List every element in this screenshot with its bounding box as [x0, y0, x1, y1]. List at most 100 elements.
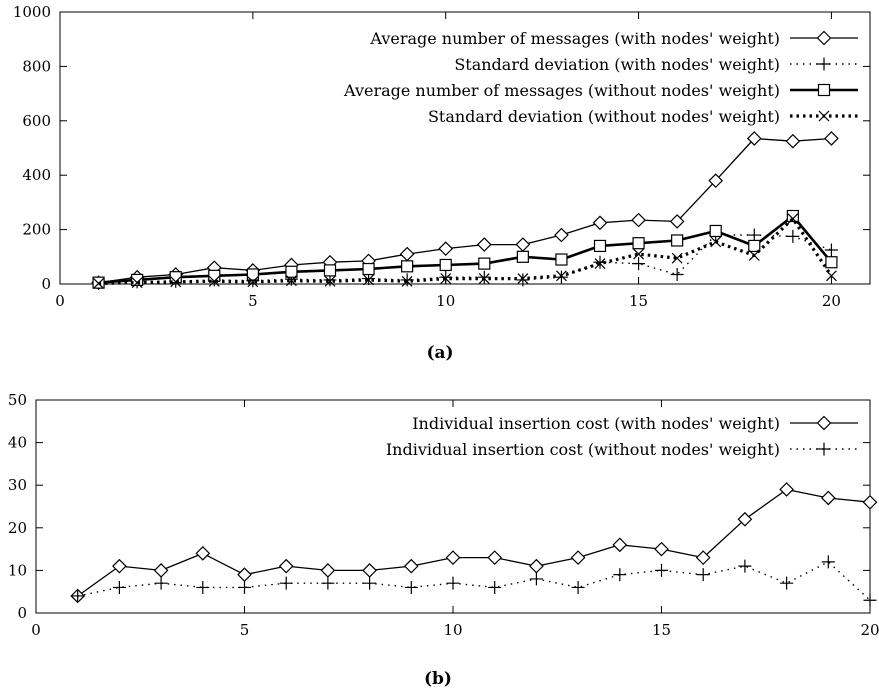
chart-a-series-2-point-5	[285, 265, 298, 278]
chart-a-caption: (a)	[426, 343, 453, 363]
chart-b-legend-marker-0-shape	[816, 415, 832, 431]
chart-a-series-2-point-3-shape	[208, 269, 221, 282]
chart-b-series-0-point-12	[570, 550, 586, 565]
chart-b-series-0-point-7	[362, 563, 377, 578]
chart-a-series-0-point-14	[631, 212, 646, 228]
chart-a-series-2-point-4	[246, 268, 259, 281]
chart-a-series-3-point-9-shape	[440, 273, 452, 284]
chart-a-series-3-point-10	[478, 273, 490, 284]
chart-b-series-1-point-5-shape	[279, 576, 293, 590]
chart-a-series-1-point-15-shape	[670, 267, 684, 281]
chart-b-series-1-point-18	[821, 555, 835, 569]
chart-a-series-0-point-18	[785, 133, 801, 149]
chart-a-series-2-point-17	[748, 239, 761, 253]
chart-b-series-1-point-11	[529, 572, 543, 586]
chart-a-series-0-point-9-shape	[438, 241, 454, 256]
chart-a-series-0-point-17	[746, 131, 762, 146]
chart-a-series-2-point-2	[169, 271, 182, 284]
chart-a-series-2-point-4-shape	[246, 268, 259, 281]
chart-a-series-2-point-16-shape	[709, 224, 722, 238]
chart-b-ytick-label-4: 40	[8, 434, 27, 452]
chart-b-series-0-point-14	[654, 541, 669, 557]
chart-a-ytick-label-2: 400	[22, 166, 51, 184]
chart-b-legend-marker-1	[817, 442, 831, 456]
chart-b-series-1-point-4-shape	[238, 580, 251, 594]
chart-a-series-2-point-10	[478, 257, 491, 270]
chart-a-series-3-point-4-shape	[247, 276, 259, 288]
chart-b-xtick-label-1: 5	[240, 621, 250, 639]
chart-b-series-0-point-4-shape	[237, 567, 252, 583]
chart-b-series-1-point-2	[154, 576, 168, 590]
chart-b-series-0-point-15	[695, 550, 711, 565]
chart-a-series-3-point-7	[363, 274, 374, 286]
chart-a-series-0-point-16	[708, 173, 724, 188]
chart-a-series-0-point-10	[476, 237, 492, 252]
chart-b-series-0-point-16	[737, 511, 753, 527]
chart-a-series-3-point-1-shape	[131, 277, 143, 289]
chart-a-series-0-point-8	[399, 246, 415, 262]
chart-b-series-0-point-2-shape	[153, 563, 169, 578]
chart-b-legend-marker-0	[816, 415, 832, 431]
chart-a-series-2-point-2-shape	[169, 271, 182, 284]
chart-a-xtick-label-2: 10	[436, 292, 455, 310]
chart-b-xtick-label-4: 20	[860, 621, 879, 639]
chart-b-series-0-point-2	[153, 563, 169, 578]
chart-a-series-2-point-19	[825, 256, 838, 269]
chart-a-legend-marker-3	[818, 110, 830, 122]
chart-b-series	[70, 482, 878, 607]
chart-b-series-0-point-4	[237, 567, 252, 583]
chart-a-series-0-point-11	[515, 237, 531, 252]
chart-a-series-0-point-12	[554, 227, 569, 243]
chart-a-series-2-point-9	[439, 258, 452, 272]
chart-b-series-1-point-1	[112, 580, 126, 594]
chart-a-series-2-point-14	[632, 237, 645, 250]
chart-b-series-1-line	[77, 561, 871, 601]
chart-a-legend-label-3: Standard deviation (without nodes' weigh…	[428, 107, 780, 126]
chart-a-series-0-point-15-shape	[669, 214, 685, 229]
chart-a-series-2-point-9-shape	[439, 258, 452, 272]
chart-b-series-1-point-6	[321, 576, 335, 590]
chart-a-series-2-point-13	[593, 239, 607, 253]
chart-a-ytick-label-0: 0	[41, 275, 51, 293]
chart-b-series-1-point-4	[238, 580, 251, 594]
chart-a-series-1-point-18	[786, 229, 800, 243]
chart-a-series-0-point-19	[824, 131, 839, 146]
chart-b-series-1-point-7-shape	[363, 576, 377, 590]
chart-a-series-2-point-8	[401, 260, 414, 273]
chart-b-series-0-point-5-shape	[278, 558, 294, 574]
chart-a-series-3-point-17-shape	[748, 250, 760, 261]
chart-a-series-3-point-8	[401, 275, 413, 287]
chart-b-series-0-point-6	[320, 563, 336, 578]
chart-b-legend-label-1: Individual insertion cost (without nodes…	[386, 440, 780, 459]
chart-b-series-1-point-12-shape	[571, 580, 585, 594]
chart-a-series-0-point-13-shape	[592, 215, 608, 231]
chart-a-legend-marker-3-shape	[818, 110, 830, 122]
chart-b-series-0-point-17	[779, 482, 794, 497]
chart-a-series-1-point-14	[632, 257, 646, 271]
chart-b-series-1-point-14	[655, 563, 668, 577]
chart-a-legend-entry-1: Standard deviation (with nodes' weight)	[454, 55, 858, 74]
chart-b-series-0-point-19	[862, 494, 878, 510]
chart-a-series-3-point-2	[170, 276, 182, 288]
chart-a-series-0-point-14-shape	[631, 212, 646, 228]
chart-b-series-1-point-13	[613, 568, 627, 582]
chart-a-ytick-label-1: 200	[22, 221, 51, 239]
chart-b-legend: Individual insertion cost (with nodes' w…	[386, 414, 858, 459]
chart-a-series-0-point-19-shape	[824, 131, 839, 146]
chart-a-series-3-point-19	[826, 270, 837, 282]
chart-b-series-0-point-13-shape	[612, 537, 628, 553]
chart-b-series-0-point-19-shape	[862, 494, 878, 510]
chart-a-series-3-point-6-shape	[324, 275, 336, 287]
chart-b-series-0-point-1	[112, 558, 127, 574]
chart-b-series-0-point-7-shape	[362, 563, 377, 578]
chart-b-series-0-point-5	[278, 558, 294, 574]
chart-a-series-1-point-15	[670, 267, 684, 281]
chart-a-legend: Average number of messages (with nodes' …	[343, 29, 858, 126]
chart-b-series-1-point-15-shape	[696, 568, 710, 582]
chart-a-series-3-point-13-shape	[594, 258, 606, 270]
chart-b-series-1-point-0	[71, 589, 85, 603]
chart-a-series-3-point-12	[556, 270, 567, 282]
